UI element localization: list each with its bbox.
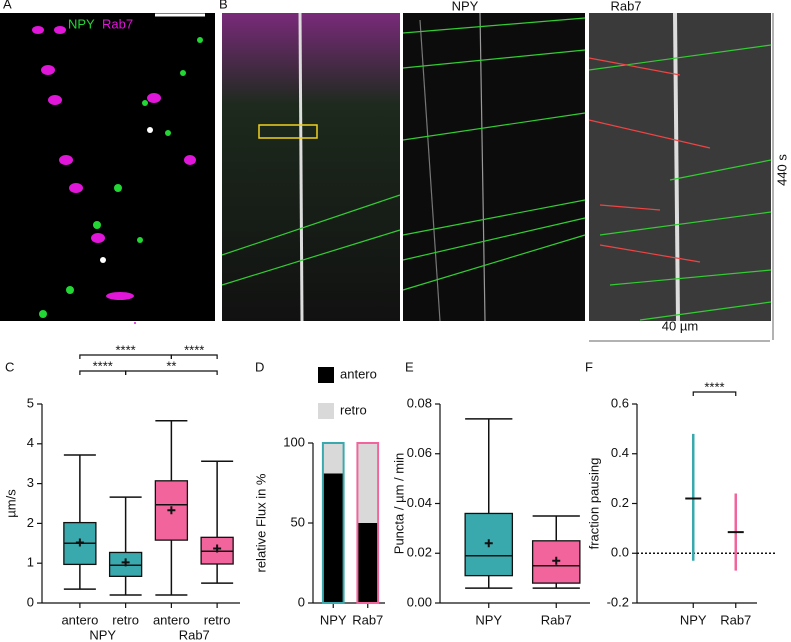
significance-label: **** <box>93 358 113 373</box>
y-tick-label: 5 <box>27 395 34 410</box>
x-tick-label: retro <box>112 612 139 627</box>
significance-label: ** <box>166 358 176 373</box>
significance-label: **** <box>116 342 136 357</box>
kymograph-title: Rab7 <box>610 0 641 13</box>
micrograph <box>0 13 215 321</box>
kymograph-rab7 <box>589 13 771 321</box>
y-tick-label: -0.2 <box>607 594 629 609</box>
mean-marker <box>213 544 222 553</box>
mean-marker <box>121 558 130 567</box>
panel-label: F <box>585 359 593 374</box>
y-tick-label: 0.2 <box>611 495 629 510</box>
bar-segment <box>322 473 344 603</box>
significance-bracket <box>692 391 737 396</box>
legend-swatch <box>318 367 334 383</box>
y-tick-label: 0.02 <box>407 545 432 560</box>
panel-label: C <box>5 359 14 374</box>
x-tick-label: NPY <box>320 612 347 627</box>
legend-swatch <box>318 403 334 419</box>
significance-bracket <box>170 354 218 359</box>
x-tick-label: retro <box>204 612 231 627</box>
mean-marker <box>552 556 561 565</box>
bar-segment <box>357 523 379 603</box>
y-tick-label: 1 <box>27 555 34 570</box>
y-tick-label: 0.4 <box>611 445 629 460</box>
y-tick-label: 4 <box>27 435 34 450</box>
bar-outline <box>356 442 380 604</box>
x-tick-label: antero <box>61 612 98 627</box>
significance-label: **** <box>704 379 724 394</box>
x-tick-label: NPY <box>680 612 707 627</box>
kymograph-title: NPY <box>452 0 479 13</box>
y-tick-label: 0.08 <box>407 395 432 410</box>
puncta <box>32 26 203 324</box>
y-axis-label: fraction pausing <box>586 458 601 550</box>
mean-marker <box>167 506 176 515</box>
y-tick-label: 0.00 <box>407 594 432 609</box>
group-label: Rab7 <box>179 627 210 642</box>
channel-label: NPY <box>68 16 95 31</box>
panel-label: A <box>3 0 12 11</box>
y-axis-label: Puncta / µm / min <box>391 453 406 554</box>
y-tick-label: 100 <box>283 434 305 449</box>
mean-marker <box>75 538 84 547</box>
y-tick-label: 0.06 <box>407 445 432 460</box>
length-label: 40 µm <box>662 318 698 333</box>
time-label: 440 s <box>774 154 789 186</box>
y-tick-label: 0.0 <box>611 545 629 560</box>
y-tick-label: 0.04 <box>407 495 432 510</box>
y-tick-label: 0 <box>298 594 305 609</box>
bar-segment <box>322 443 344 474</box>
y-axis-label: relative Flux in % <box>253 473 268 572</box>
x-tick-label: Rab7 <box>720 612 751 627</box>
y-tick-label: 0 <box>27 594 34 609</box>
panel-label: E <box>405 359 414 374</box>
x-tick-label: Rab7 <box>352 612 383 627</box>
panel-label: D <box>255 359 264 374</box>
legend-label: retro <box>340 402 367 417</box>
x-tick-label: NPY <box>475 612 502 627</box>
zoom-box <box>258 124 318 139</box>
bar-segment <box>357 443 379 523</box>
mean-marker <box>484 539 493 548</box>
tracks <box>221 12 772 322</box>
y-tick-label: 50 <box>291 514 305 529</box>
panel-label: B <box>219 0 228 11</box>
bar-outline <box>321 442 345 604</box>
legend-label: antero <box>340 366 377 381</box>
significance-label: **** <box>184 342 204 357</box>
kymograph-merge <box>222 13 400 321</box>
y-tick-label: 3 <box>27 475 34 490</box>
y-tick-label: 2 <box>27 515 34 530</box>
x-tick-label: Rab7 <box>541 612 572 627</box>
group-label: NPY <box>89 627 116 642</box>
kymograph-npy <box>403 13 585 321</box>
y-tick-label: 0.6 <box>611 395 629 410</box>
y-axis-label: µm/s <box>3 489 18 518</box>
x-tick-label: antero <box>153 612 190 627</box>
channel-label: Rab7 <box>102 16 133 31</box>
significance-bracket <box>125 370 218 375</box>
